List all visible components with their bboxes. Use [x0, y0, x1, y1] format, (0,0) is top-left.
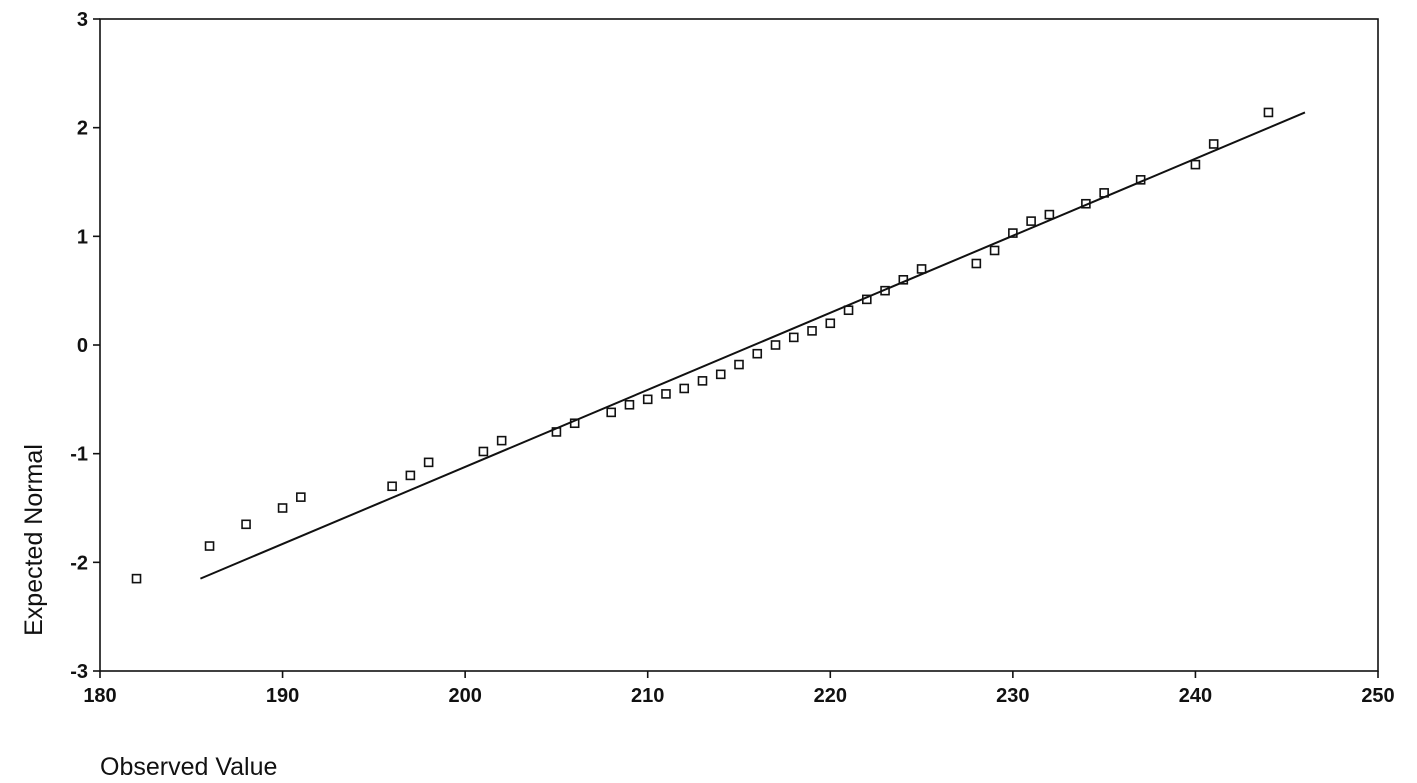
data-point — [241, 519, 251, 530]
y-tick-label: -2 — [70, 552, 88, 574]
y-tick-label: 3 — [77, 9, 88, 31]
reference-line — [200, 111, 1306, 580]
plot-frame — [99, 18, 1379, 672]
data-point — [204, 541, 215, 551]
data-point — [1263, 107, 1274, 118]
data-point — [661, 389, 671, 399]
data-point — [1190, 159, 1201, 170]
data-point — [642, 394, 653, 405]
data-point — [843, 305, 854, 316]
data-point — [807, 326, 817, 336]
data-point — [697, 376, 708, 386]
data-point — [1044, 209, 1055, 220]
data-point — [387, 481, 397, 492]
data-point — [606, 407, 617, 418]
data-point — [916, 264, 927, 274]
data-point — [131, 573, 142, 584]
data-point — [423, 457, 434, 468]
y-tick-label: 0 — [77, 335, 88, 357]
data-point — [734, 359, 744, 370]
data-point — [971, 258, 982, 269]
data-point — [825, 318, 836, 329]
data-point — [624, 399, 635, 410]
y-tick-label: -3 — [70, 661, 88, 683]
x-axis-title: Observed Value — [100, 753, 277, 781]
data-point — [715, 369, 726, 380]
y-tick-label: -1 — [70, 444, 88, 466]
plot-area — [99, 18, 1379, 672]
x-tick-label: 190 — [266, 685, 299, 707]
data-point — [478, 446, 489, 457]
x-tick-label: 180 — [83, 685, 116, 707]
data-point — [496, 435, 507, 446]
x-tick-label: 240 — [1179, 685, 1212, 707]
x-tick-label: 250 — [1361, 685, 1394, 707]
x-tick-label: 220 — [814, 685, 847, 707]
data-point — [405, 470, 416, 481]
data-point — [1208, 139, 1219, 149]
data-point — [770, 340, 781, 350]
data-point — [752, 348, 763, 359]
axis-ticks: 180 190 200 210 220 230 240 250 -3 -2 -1 0 1 2 3 — [70, 9, 1394, 707]
y-axis-title: Expected Normal — [20, 444, 48, 636]
data-point — [1026, 216, 1036, 226]
x-tick-label: 200 — [448, 685, 481, 707]
y-tick-label: 1 — [77, 226, 88, 248]
data-point — [296, 492, 306, 502]
data-point — [679, 383, 690, 394]
data-point — [277, 503, 288, 513]
x-tick-label: 210 — [631, 685, 664, 707]
x-tick-label: 230 — [996, 685, 1029, 707]
data-point — [989, 245, 1000, 256]
data-point — [788, 332, 799, 343]
y-tick-label: 2 — [77, 118, 88, 140]
